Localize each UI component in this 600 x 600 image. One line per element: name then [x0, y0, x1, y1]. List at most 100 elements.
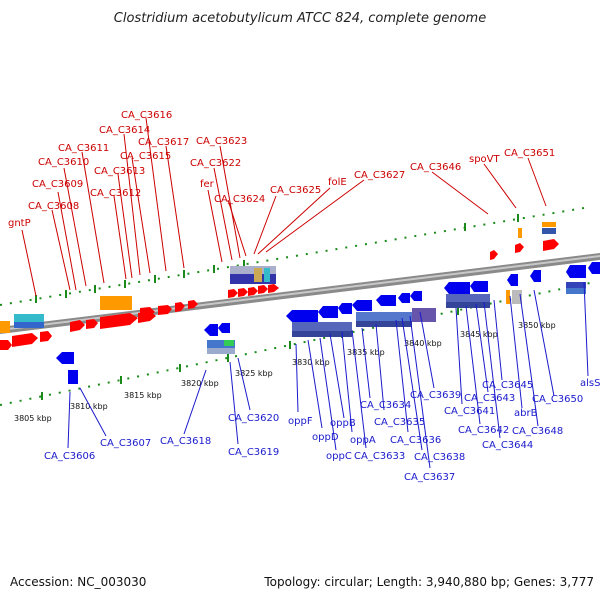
gene-label[interactable]: CA_C3616: [121, 110, 172, 121]
gene-arrow[interactable]: [70, 320, 85, 332]
scale-label: 3840 kbp: [404, 339, 442, 348]
gene-label[interactable]: oppC: [326, 451, 352, 462]
gene-arrow[interactable]: [188, 300, 198, 309]
gene-arrow[interactable]: [175, 302, 185, 312]
gene-label[interactable]: CA_C3614: [99, 125, 150, 136]
gene-arrow[interactable]: [338, 303, 352, 314]
scale-label: 3815 kbp: [124, 391, 162, 400]
gene-label[interactable]: CA_C3645: [482, 380, 533, 391]
gene-label[interactable]: oppA: [350, 435, 376, 446]
gene-label[interactable]: CA_C3611: [58, 143, 109, 154]
gene-arrow[interactable]: [515, 243, 524, 253]
gene-arrow[interactable]: [470, 281, 488, 292]
gene-label[interactable]: alsS: [580, 378, 600, 389]
gene-label[interactable]: CA_C3637: [404, 472, 455, 483]
gene-label[interactable]: CA_C3650: [532, 394, 583, 405]
gene-label[interactable]: CA_C3623: [196, 136, 247, 147]
gene-label[interactable]: CA_C3607: [100, 438, 151, 449]
scale-label: 3820 kbp: [181, 379, 219, 388]
forward-leader-lines: [21, 117, 547, 297]
gene-label[interactable]: CA_C3624: [214, 194, 265, 205]
gene-arrow[interactable]: [286, 310, 318, 322]
gene-arrow[interactable]: [566, 265, 586, 278]
gene-label[interactable]: CA_C3648: [512, 426, 563, 437]
gene-arrow[interactable]: [318, 306, 338, 318]
domain-box: [292, 331, 352, 337]
gene-arrow[interactable]: [40, 331, 52, 342]
gene-label[interactable]: gntP: [8, 218, 31, 229]
gene-label[interactable]: CA_C3641: [444, 406, 495, 417]
gene-label[interactable]: CA_C3646: [410, 162, 461, 173]
gene-arrow[interactable]: [398, 293, 410, 303]
gene-arrow[interactable]: [100, 313, 138, 329]
gene-label[interactable]: CA_C3642: [458, 425, 509, 436]
forward-domain-boxes: [0, 222, 556, 333]
gene-label[interactable]: CA_C3635: [374, 417, 425, 428]
domain-box: [542, 222, 556, 227]
gene-label[interactable]: CA_C3627: [354, 170, 405, 181]
gene-arrow[interactable]: [352, 300, 372, 311]
map-title: Clostridium acetobutylicum ATCC 824, com…: [114, 11, 486, 26]
gene-arrow[interactable]: [444, 282, 470, 294]
gene-arrow[interactable]: [140, 307, 155, 318]
gene-label[interactable]: oppF: [288, 416, 313, 427]
domain-box: [254, 268, 262, 282]
gene-label[interactable]: CA_C3622: [190, 158, 241, 169]
gene-arrow[interactable]: [258, 285, 268, 294]
gene-label[interactable]: CA_C3610: [38, 157, 89, 168]
gene-arrow[interactable]: [86, 319, 98, 329]
gene-label[interactable]: CA_C3617: [138, 137, 189, 148]
gene-label[interactable]: CA_C3613: [94, 166, 145, 177]
gene-label[interactable]: CA_C3643: [464, 393, 515, 404]
gene-label[interactable]: oppD: [312, 432, 339, 443]
gene-label[interactable]: CA_C3633: [354, 451, 405, 462]
gene-label[interactable]: CA_C3620: [228, 413, 279, 424]
gene-label[interactable]: abrB: [514, 408, 538, 419]
domain-box: [230, 266, 276, 274]
gene-label[interactable]: CA_C3625: [270, 185, 321, 196]
gene-arrow[interactable]: [56, 352, 74, 364]
scale-label: 3835 kbp: [347, 348, 385, 357]
gene-arrow[interactable]: [248, 287, 258, 296]
gene-box[interactable]: [68, 370, 78, 384]
gene-label[interactable]: CA_C3612: [90, 188, 141, 199]
gene-arrow[interactable]: [238, 288, 248, 297]
gene-arrow[interactable]: [158, 305, 172, 315]
domain-box: [14, 314, 44, 322]
gene-arrow[interactable]: [218, 323, 230, 333]
gene-label[interactable]: CA_C3651: [504, 148, 555, 159]
domain-box: [566, 282, 586, 288]
gene-arrow[interactable]: [0, 340, 12, 350]
gene-label[interactable]: CA_C3609: [32, 179, 83, 190]
gene-arrow[interactable]: [507, 274, 518, 286]
gene-label[interactable]: oppB: [330, 418, 356, 429]
gene-arrow[interactable]: [12, 333, 38, 347]
gene-label[interactable]: CA_C3638: [414, 452, 465, 463]
gene-arrow[interactable]: [588, 262, 600, 274]
gene-arrow[interactable]: [228, 289, 238, 298]
gene-arrow[interactable]: [268, 284, 279, 293]
gene-label[interactable]: fer: [200, 179, 215, 190]
gene-label[interactable]: CA_C3644: [482, 440, 533, 451]
gene-arrow[interactable]: [490, 250, 498, 260]
gene-arrow[interactable]: [530, 270, 541, 282]
gene-label[interactable]: spoVT: [469, 154, 501, 165]
gene-arrow[interactable]: [543, 239, 559, 251]
domain-box: [356, 312, 412, 321]
scale-label: 3850 kbp: [518, 321, 556, 330]
gene-arrow[interactable]: [204, 324, 218, 336]
gene-label[interactable]: CA_C3618: [160, 436, 211, 447]
gene-arrow[interactable]: [410, 291, 422, 301]
reverse-gene-track: [56, 262, 600, 384]
gene-arrow[interactable]: [376, 295, 396, 306]
gene-label[interactable]: CA_C3619: [228, 447, 279, 458]
gene-label[interactable]: CA_C3615: [120, 151, 171, 162]
gene-label[interactable]: CA_C3608: [28, 201, 79, 212]
gene-label[interactable]: CA_C3634: [360, 400, 411, 411]
domain-box: [100, 296, 132, 310]
gene-label[interactable]: folE: [328, 177, 347, 188]
reverse-leader-lines: [67, 281, 589, 469]
gene-label[interactable]: CA_C3606: [44, 451, 95, 462]
gene-label[interactable]: CA_C3636: [390, 435, 441, 446]
gene-label[interactable]: CA_C3639: [410, 390, 461, 401]
